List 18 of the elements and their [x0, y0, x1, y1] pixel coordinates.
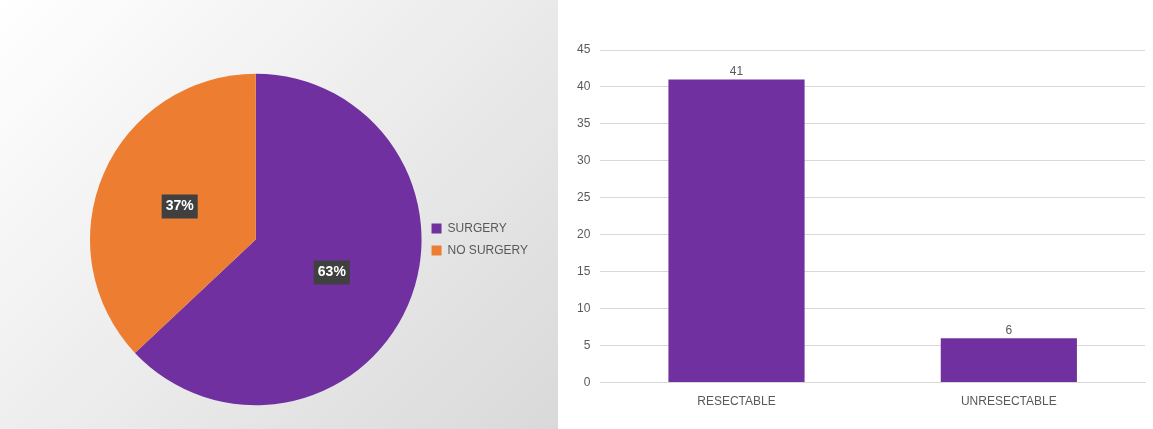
y-tick-label: 0 [583, 374, 591, 389]
y-tick-label: 25 [576, 190, 591, 205]
data-label: 6 [1005, 322, 1013, 337]
data-label: 41 [729, 63, 744, 78]
legend-label: SURGERY [447, 220, 507, 235]
x-tick-label: RESECTABLE [697, 394, 776, 409]
y-tick-label: 40 [576, 79, 591, 94]
y-tick-label: 15 [576, 264, 591, 279]
x-tick-label: UNRESECTABLE [960, 394, 1057, 409]
data-label: 63% [317, 263, 347, 280]
y-tick-label: 10 [576, 301, 591, 315]
y-tick-label: 20 [576, 227, 591, 242]
y-tick-label: 30 [576, 153, 591, 168]
y-tick-label: 35 [576, 116, 591, 131]
y-tick-label: 5 [583, 337, 591, 352]
y-tick-label: 45 [576, 42, 591, 57]
data-label: 37% [165, 197, 195, 214]
legend-label: NO SURGERY [447, 242, 529, 257]
